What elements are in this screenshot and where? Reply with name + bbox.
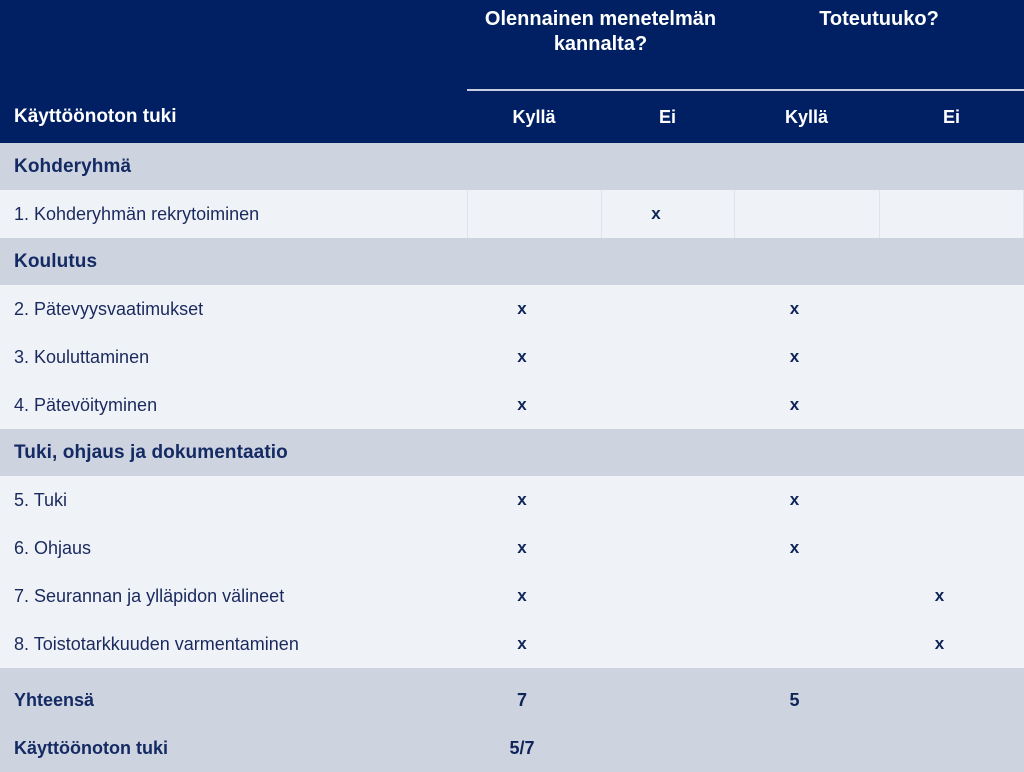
row-label: 1. Kohderyhmän rekrytoiminen <box>14 203 260 224</box>
header-divider-rule <box>467 89 1024 91</box>
cell-imp_yes[interactable] <box>734 572 879 620</box>
summary-label: Yhteensä <box>14 689 95 710</box>
header-group-row: Olennainen menetelmän kannalta? Toteutuu… <box>0 0 1024 89</box>
cell-rel_no[interactable]: x <box>601 190 734 238</box>
section-header-row: Kohderyhmä <box>0 143 1024 190</box>
cell-rel_no[interactable] <box>601 285 734 333</box>
column-header-implementation-no: Ei <box>942 106 960 127</box>
section-header-row: Koulutus <box>0 238 1024 285</box>
table-summary: Yhteensä 7 5 Käyttöönoton tuki 5/7 <box>0 668 1024 772</box>
row-label: 7. Seurannan ja ylläpidon välineet <box>14 585 285 606</box>
check-mark: x <box>517 299 527 318</box>
cell-imp_no[interactable] <box>879 381 1024 429</box>
summary-cell-rel_yes: 7 <box>467 690 601 711</box>
summary-value: 5 <box>789 689 800 710</box>
summary-label: Käyttöönoton tuki <box>14 737 168 758</box>
check-mark: x <box>934 586 945 605</box>
table-body: Kohderyhmä 1. Kohderyhmän rekrytoiminen x K… <box>0 143 1024 668</box>
cell-imp_no[interactable] <box>879 190 1024 238</box>
table-row[interactable]: 7. Seurannan ja ylläpidon välineet x x <box>0 572 1024 620</box>
cell-imp_yes[interactable]: x <box>734 381 879 429</box>
page-title: Käyttöönoton tuki <box>14 106 177 127</box>
section-title: Kohderyhmä <box>14 155 132 177</box>
cell-imp_no[interactable] <box>879 333 1024 381</box>
column-group-implementation: Toteutuuko? <box>819 8 939 30</box>
table-header: Olennainen menetelmän kannalta? Toteutuu… <box>0 0 1024 143</box>
summary-value: 7 <box>516 689 527 710</box>
cell-rel_no[interactable] <box>601 333 734 381</box>
row-label: 2. Pätevyysvaatimukset <box>14 298 204 319</box>
cell-imp_yes[interactable]: x <box>734 285 879 333</box>
cell-rel_yes[interactable]: x <box>467 381 601 429</box>
cell-rel_yes[interactable]: x <box>467 333 601 381</box>
cell-rel_yes[interactable]: x <box>467 572 601 620</box>
column-group-relevance: Olennainen menetelmän kannalta? <box>484 8 717 55</box>
cell-rel_no[interactable] <box>601 524 734 572</box>
row-label: 5. Tuki <box>14 489 68 510</box>
check-mark: x <box>651 204 661 223</box>
summary-row: Yhteensä 7 5 <box>0 676 1024 724</box>
cell-rel_no[interactable] <box>601 381 734 429</box>
cell-imp_yes[interactable] <box>734 620 879 668</box>
cell-imp_yes[interactable]: x <box>734 524 879 572</box>
row-label: 4. Pätevöityminen <box>14 394 158 415</box>
cell-rel_yes[interactable]: x <box>467 285 601 333</box>
table-row[interactable]: 1. Kohderyhmän rekrytoiminen x <box>0 190 1024 238</box>
check-mark: x <box>789 395 800 414</box>
cell-rel_yes[interactable]: x <box>467 476 601 524</box>
check-mark: x <box>789 347 800 366</box>
header-corner-spacer <box>0 0 467 89</box>
section-title: Tuki, ohjaus ja dokumentaatio <box>14 441 288 463</box>
summary-cell-rel_yes: 5/7 <box>467 738 601 759</box>
cell-imp_yes[interactable]: x <box>734 476 879 524</box>
table-row[interactable]: 6. Ohjaus x x <box>0 524 1024 572</box>
check-mark: x <box>517 347 527 366</box>
cell-imp_yes[interactable]: x <box>734 333 879 381</box>
table-row[interactable]: 4. Pätevöityminen x x <box>0 381 1024 429</box>
cell-rel_yes[interactable]: x <box>467 620 601 668</box>
header-subcolumn-row: Käyttöönoton tuki Kyllä Ei Kyllä Ei <box>0 91 1024 143</box>
table-row[interactable]: 8. Toistotarkkuuden varmentaminen x x <box>0 620 1024 668</box>
section-title: Koulutus <box>14 250 98 272</box>
cell-rel_no[interactable] <box>601 572 734 620</box>
cell-rel_yes[interactable] <box>467 190 601 238</box>
row-label: 3. Kouluttaminen <box>14 346 150 367</box>
table-row[interactable]: 2. Pätevyysvaatimukset x x <box>0 285 1024 333</box>
cell-imp_no[interactable]: x <box>879 620 1024 668</box>
table-row[interactable]: 5. Tuki x x <box>0 476 1024 524</box>
cell-imp_no[interactable] <box>879 524 1024 572</box>
column-header-relevance-yes: Kyllä <box>512 106 556 127</box>
check-mark: x <box>517 586 527 605</box>
column-header-relevance-no: Ei <box>658 106 676 127</box>
cell-imp_no[interactable]: x <box>879 572 1024 620</box>
cell-imp_no[interactable] <box>879 476 1024 524</box>
check-mark: x <box>517 634 527 653</box>
column-header-implementation-yes: Kyllä <box>784 106 829 127</box>
check-mark: x <box>789 538 800 557</box>
check-mark: x <box>789 299 800 318</box>
summary-cell-imp_yes: 5 <box>734 690 879 711</box>
summary-value: 5/7 <box>509 737 535 758</box>
table-row[interactable]: 3. Kouluttaminen x x <box>0 333 1024 381</box>
check-mark: x <box>517 538 527 557</box>
section-header-row: Tuki, ohjaus ja dokumentaatio <box>0 429 1024 476</box>
check-mark: x <box>789 490 800 509</box>
row-label: 8. Toistotarkkuuden varmentaminen <box>14 633 299 654</box>
check-mark: x <box>934 634 945 653</box>
cell-imp_no[interactable] <box>879 285 1024 333</box>
summary-row: Käyttöönoton tuki 5/7 <box>0 724 1024 772</box>
check-mark: x <box>517 395 527 414</box>
cell-rel_yes[interactable]: x <box>467 524 601 572</box>
cell-imp_yes[interactable] <box>734 190 879 238</box>
row-label: 6. Ohjaus <box>14 537 92 558</box>
check-mark: x <box>517 490 527 509</box>
cell-rel_no[interactable] <box>601 476 734 524</box>
cell-rel_no[interactable] <box>601 620 734 668</box>
